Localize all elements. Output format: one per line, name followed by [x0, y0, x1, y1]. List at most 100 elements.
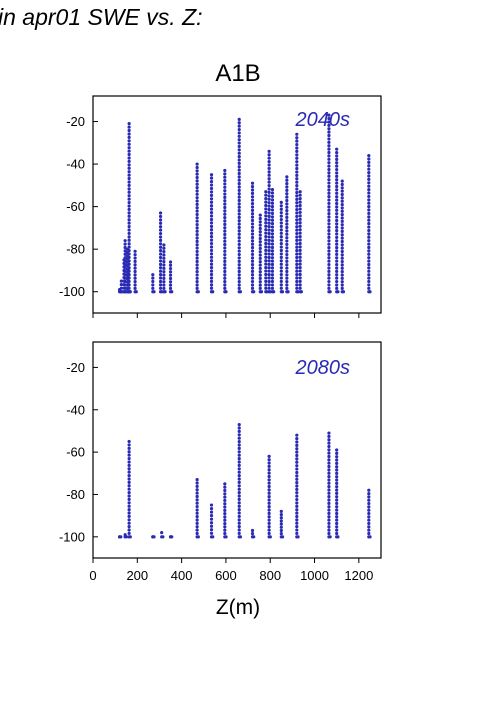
data-point [162, 253, 166, 257]
data-point [335, 154, 339, 158]
data-point [258, 286, 262, 290]
data-point [267, 262, 271, 266]
data-point [368, 535, 372, 539]
data-point [335, 181, 339, 185]
data-point [295, 170, 299, 174]
data-point [279, 245, 283, 249]
data-point [195, 179, 199, 183]
data-point [327, 229, 331, 233]
y-tick-label: -60 [66, 445, 85, 460]
data-point [158, 266, 163, 270]
data-point [270, 188, 275, 192]
data-point [158, 273, 163, 277]
y-axis: -20 -40 -60 -80 -100 [59, 360, 98, 544]
data-point [127, 279, 131, 284]
data-point [340, 263, 344, 267]
data-point [259, 290, 264, 294]
data-point [298, 286, 302, 290]
data-point [336, 290, 340, 294]
data-point [367, 222, 371, 226]
data-point [279, 238, 283, 242]
data-point [237, 528, 241, 532]
data-point [123, 239, 127, 243]
data-point [335, 481, 339, 485]
data-point [327, 140, 331, 144]
data-point [127, 173, 131, 177]
data-point [367, 276, 371, 280]
data-point [285, 209, 289, 213]
data-point [223, 236, 227, 240]
data-point [195, 508, 199, 512]
data-point [209, 210, 214, 215]
data-point [151, 279, 155, 284]
data-point [127, 504, 131, 508]
data-point [285, 185, 289, 189]
data-point [295, 269, 299, 273]
data-point [195, 286, 199, 290]
data-point [335, 157, 339, 161]
data-point [367, 153, 371, 158]
data-point [327, 458, 331, 462]
data-point [335, 215, 339, 219]
data-point [367, 283, 371, 287]
data-point [223, 498, 227, 503]
data-point [285, 182, 289, 186]
data-point [195, 236, 199, 240]
data-point [162, 273, 166, 277]
data-point [340, 202, 344, 207]
data-point [367, 194, 371, 199]
data-point [285, 192, 289, 196]
data-point [327, 451, 331, 455]
data-point [270, 218, 275, 222]
data-point [335, 471, 339, 475]
data-point [209, 221, 214, 225]
data-point [162, 270, 166, 274]
y-tick-label: -40 [66, 157, 85, 172]
data-point [327, 531, 331, 536]
data-point [158, 279, 163, 284]
data-point [237, 426, 241, 430]
data-point [267, 488, 271, 492]
data-point [340, 273, 344, 277]
data-point [209, 286, 214, 290]
data-point [223, 212, 227, 216]
data-point [223, 185, 227, 189]
data-point [367, 508, 371, 512]
data-point [270, 283, 275, 287]
data-point [367, 521, 371, 526]
data-point [237, 467, 241, 471]
data-point [123, 242, 127, 246]
data-point [195, 276, 199, 280]
data-point [195, 175, 199, 180]
data-point [279, 266, 283, 270]
data-point [195, 202, 199, 206]
data-point [127, 525, 131, 529]
data-point [209, 186, 214, 191]
data-point [335, 531, 339, 536]
data-point [270, 201, 275, 205]
data-point [127, 163, 131, 167]
data-point [285, 239, 289, 243]
data-point [295, 279, 299, 284]
data-point [295, 136, 299, 140]
data-point [267, 249, 271, 253]
data-point [280, 535, 285, 539]
data-point [295, 252, 299, 256]
data-point [367, 232, 371, 236]
data-point [267, 231, 271, 236]
data-point [162, 256, 166, 260]
data-point [223, 205, 227, 210]
data-point [223, 276, 227, 280]
data-point [279, 516, 283, 520]
data-point [264, 193, 268, 197]
data-point [237, 477, 241, 481]
data-point [195, 494, 199, 499]
data-point [237, 182, 241, 186]
data-point [195, 219, 199, 223]
data-point [209, 510, 214, 514]
data-point [127, 139, 131, 143]
data-point [279, 269, 283, 273]
data-point [237, 256, 241, 260]
data-point [223, 178, 227, 183]
